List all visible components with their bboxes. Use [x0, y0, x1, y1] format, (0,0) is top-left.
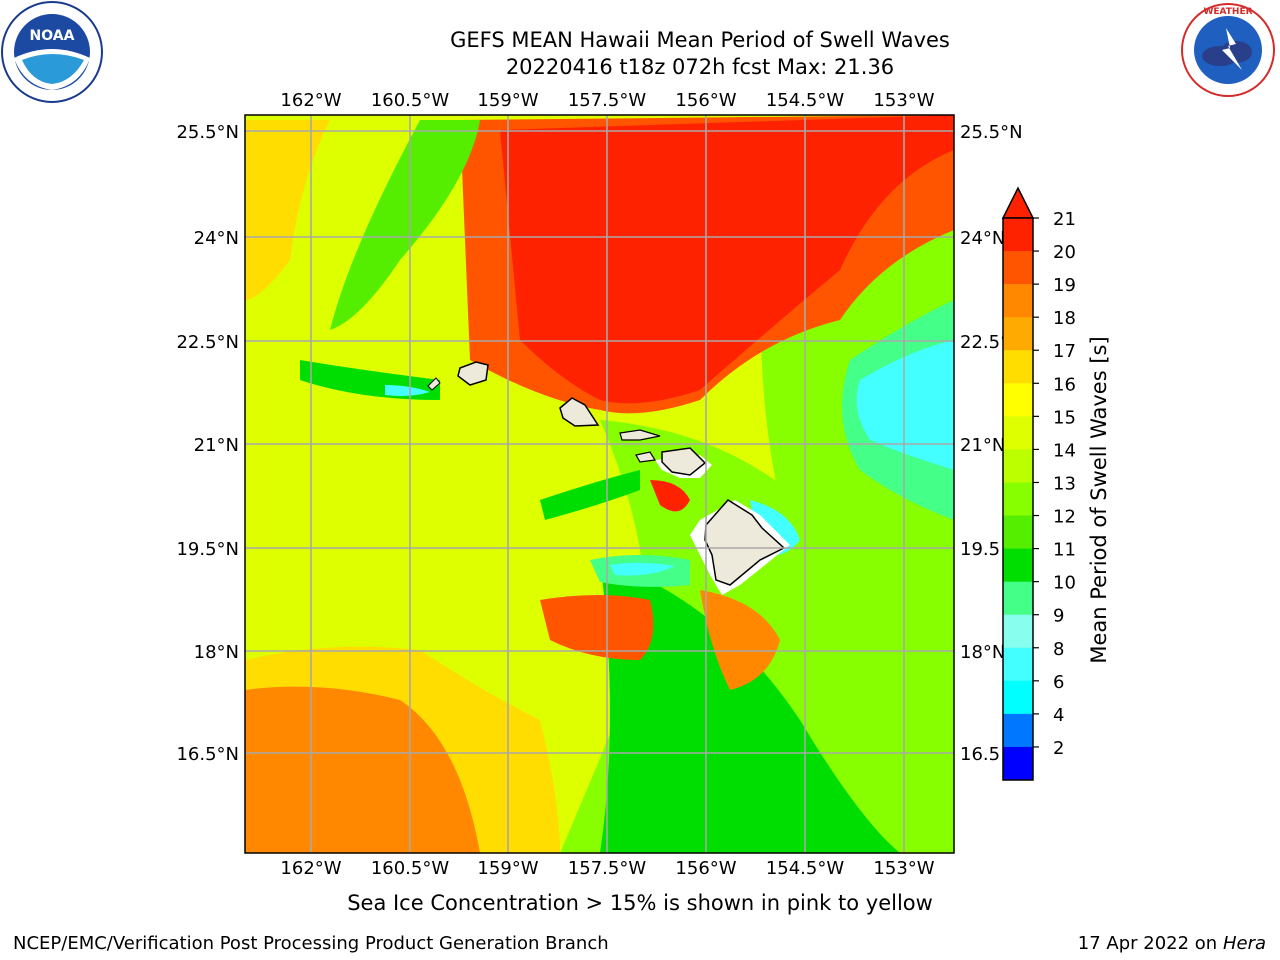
colorbar-tick-label: 2	[1053, 738, 1064, 759]
colorbar-swatch	[1003, 449, 1033, 483]
lat-label-left: 22.5°N	[176, 332, 239, 353]
swell-period-field	[245, 115, 954, 853]
map-title: GEFS MEAN Hawaii Mean Period of Swell Wa…	[450, 28, 950, 52]
colorbar-tick-label: 18	[1053, 308, 1076, 329]
lat-label-right: 24°N	[960, 228, 1005, 249]
lon-label-bottom: 162°W	[280, 858, 341, 879]
lat-label-left: 16.5°N	[176, 744, 239, 765]
lon-label-top: 154.5°W	[766, 90, 845, 111]
colorbar-tick-label: 14	[1053, 440, 1076, 461]
colorbar-swatch	[1003, 416, 1033, 450]
lat-label-right: 22.5°	[960, 332, 1009, 353]
footer-host: Hera	[1222, 933, 1266, 954]
gridlines	[245, 115, 954, 853]
colorbar-tick-label: 4	[1053, 705, 1064, 726]
lat-label-right: 18°N	[960, 642, 1005, 663]
colorbar-tick-label: 19	[1053, 275, 1076, 296]
lat-label-left: 21°N	[194, 435, 239, 456]
colorbar-tick-label: 8	[1053, 639, 1064, 660]
sea-ice-caption: Sea Ice Concentration > 15% is shown in …	[347, 891, 933, 915]
footer-date: 17 Apr 2022 on Hera	[1078, 933, 1266, 954]
lon-label-top: 162°W	[280, 90, 341, 111]
lat-label-right: 19.5	[960, 539, 1000, 560]
colorbar-extend	[1001, 186, 1035, 219]
colorbar-tick-label: 16	[1053, 374, 1076, 395]
colorbar-swatch	[1003, 746, 1033, 781]
footer-date-text: 17 Apr 2022 on	[1077, 933, 1223, 954]
colorbar-tick-label: 13	[1053, 473, 1076, 494]
colorbar-swatch	[1003, 482, 1033, 517]
lat-label-right: 21°N	[960, 435, 1005, 456]
lon-label-bottom: 153°W	[873, 858, 934, 879]
lon-label-top: 156°W	[675, 90, 736, 111]
noaa-logo-text: NOAA	[30, 28, 75, 44]
longitude-labels-top: 162°W 160.5°W 159°W 157.5°W 156°W 154.5°W 153°…	[280, 90, 934, 111]
colorbar-swatch	[1003, 383, 1033, 417]
colorbar-tick-label: 20	[1053, 242, 1076, 263]
lon-label-bottom: 157.5°W	[568, 858, 647, 879]
nws-logo-icon: WEATHER	[1181, 3, 1275, 97]
colorbar-tick-label: 12	[1053, 507, 1076, 528]
lon-label-bottom: 159°W	[477, 858, 538, 879]
svg-text:WEATHER: WEATHER	[1203, 7, 1252, 17]
lon-label-top: 159°W	[477, 90, 538, 111]
colorbar-swatch	[1003, 317, 1033, 351]
colorbar-swatch	[1003, 350, 1033, 384]
colorbar-label: Mean Period of Swell Waves [s]	[1087, 336, 1111, 663]
lon-label-top: 157.5°W	[568, 90, 647, 111]
map-subtitle: 20220416 t18z 072h fcst Max: 21.36	[505, 55, 895, 79]
colorbar-swatch	[1003, 647, 1033, 682]
lat-label-left: 25.5°N	[176, 122, 239, 143]
colorbar-swatch	[1003, 680, 1033, 715]
lat-label-left: 19.5°N	[176, 539, 239, 560]
colorbar-tick-label: 21	[1053, 209, 1076, 230]
colorbar-swatch	[1003, 284, 1033, 318]
lon-label-top: 160.5°W	[371, 90, 450, 111]
lon-label-bottom: 156°W	[675, 858, 736, 879]
lon-label-top: 153°W	[873, 90, 934, 111]
noaa-logo-icon: NOAA	[1, 1, 103, 103]
colorbar-tick-label: 10	[1053, 573, 1076, 594]
latitude-labels-right: 25.5°N 24°N 22.5° 21°N 19.5 18°N 16.5	[960, 122, 1023, 765]
lat-label-left: 18°N	[194, 642, 239, 663]
colorbar-swatch	[1003, 614, 1033, 649]
colorbar-tick-label: 17	[1053, 341, 1076, 362]
lat-label-right: 16.5	[960, 744, 1000, 765]
colorbar-swatch	[1003, 515, 1033, 550]
footer-credit: NCEP/EMC/Verification Post Processing Pr…	[13, 933, 609, 954]
latitude-labels-left: 25.5°N 24°N 22.5°N 21°N 19.5°N 18°N 16.5°N	[176, 122, 239, 765]
colorbar-swatch	[1003, 581, 1033, 616]
colorbar: 21 20 19 18 17 16 15 14 13 12 11 10 9 8 6 4 2	[1001, 186, 1076, 781]
colorbar-tick-label: 11	[1053, 540, 1076, 561]
colorbar-tick-label: 6	[1053, 672, 1064, 693]
colorbar-tick-label: 9	[1053, 606, 1064, 627]
lat-label-left: 24°N	[194, 228, 239, 249]
colorbar-swatch	[1003, 548, 1033, 583]
lat-label-right: 25.5°N	[960, 122, 1023, 143]
colorbar-swatch	[1003, 251, 1033, 285]
lon-label-bottom: 154.5°W	[766, 858, 845, 879]
colorbar-tick-label: 15	[1053, 407, 1076, 428]
longitude-labels-bottom: 162°W 160.5°W 159°W 157.5°W 156°W 154.5°W 153°…	[280, 858, 934, 879]
map-frame	[244, 114, 955, 854]
lon-label-bottom: 160.5°W	[371, 858, 450, 879]
colorbar-swatch	[1003, 713, 1033, 748]
colorbar-swatch	[1003, 218, 1033, 252]
